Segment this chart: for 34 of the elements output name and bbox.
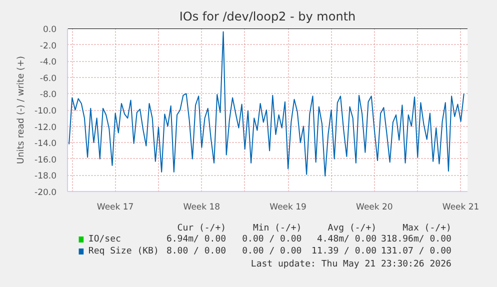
y-tick-label: -10.0 <box>34 106 57 116</box>
legend-label: IO/sec <box>88 234 121 244</box>
x-tick-label: Week 18 <box>183 202 220 212</box>
legend-label: Req Size (KB) <box>88 246 159 256</box>
text: Min (-/+) <box>252 224 302 234</box>
y-tick-label: -8.0 <box>40 90 57 100</box>
text: 0.00 / 0.00 <box>242 234 302 244</box>
text: Avg (-/+) <box>328 224 377 234</box>
y-tick-label: -6.0 <box>40 74 57 84</box>
y-tick-label: -18.0 <box>34 172 57 182</box>
text: Last update: Thu May 21 23:30:26 2026 <box>250 260 452 270</box>
line-series <box>68 31 464 177</box>
x-tick-label: Week 17 <box>96 202 134 212</box>
y-axis-title: Units read (-) / write (+) <box>16 56 27 164</box>
y-tick-label: -4.0 <box>40 58 57 68</box>
text: 6.94m/ 0.00 <box>166 234 226 244</box>
text: 131.07 / 0.00 <box>380 246 452 256</box>
text: Cur (-/+) <box>177 224 226 234</box>
x-tick-label: Week 19 <box>270 202 306 212</box>
y-tick-label: -12.0 <box>34 122 57 133</box>
y-tick-label: -14.0 <box>34 139 57 150</box>
x-tick-label: Week 21 <box>442 202 480 212</box>
chart-title: IOs for /dev/loop2 - by month <box>179 10 356 24</box>
text: 0.00 / 0.00 <box>242 246 302 256</box>
y-tick-label: -2.0 <box>40 41 57 52</box>
y-tick-label: 0.0 <box>42 25 57 35</box>
text: 4.48m/ 0.00 <box>316 234 377 244</box>
x-tick-label: Week 20 <box>356 202 393 212</box>
text: 8.00 / 0.00 <box>166 246 226 256</box>
text: 11.39 / 0.00 <box>312 246 377 256</box>
y-tick-label: -20.0 <box>34 188 57 198</box>
y-tick-label: -16.0 <box>34 155 57 166</box>
text: 318.96m/ 0.00 <box>380 234 452 244</box>
text: Max (-/+) <box>402 224 452 234</box>
